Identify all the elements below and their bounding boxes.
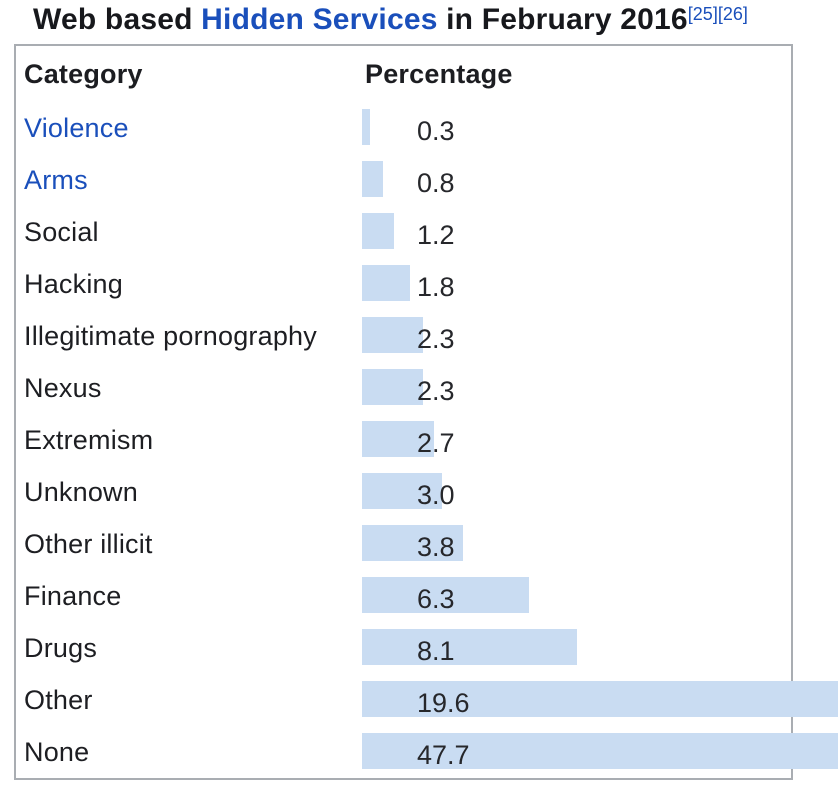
category-label: Nexus	[24, 373, 102, 403]
percentage-bar	[362, 369, 423, 405]
table-row: Hacking 1.8	[16, 258, 791, 310]
table-row: Other illicit 3.8	[16, 518, 791, 570]
category-label: Other illicit	[24, 529, 153, 559]
category-label: Social	[24, 217, 99, 247]
percentage-value: 0.3	[417, 116, 455, 146]
percentage-cell: 2.3	[362, 362, 791, 414]
table-row: Drugs 8.1	[16, 622, 791, 674]
table-row: Illegitimate pornography 2.3	[16, 310, 791, 362]
table-row: Nexus 2.3	[16, 362, 791, 414]
category-column-header: Category	[24, 59, 143, 89]
category-label: Finance	[24, 581, 122, 611]
percentage-cell: 2.7	[362, 414, 791, 466]
category-label: Extremism	[24, 425, 154, 455]
table-body: Violence 0.3 Arms 0.8 Social 1.2 Hacking…	[16, 102, 838, 778]
table-header-row: Category Percentage	[16, 46, 791, 102]
category-label: Unknown	[24, 477, 138, 507]
percentage-value: 1.8	[417, 272, 455, 302]
percentage-bar	[362, 265, 410, 301]
table-row: Social 1.2	[16, 206, 791, 258]
category-label: Drugs	[24, 633, 98, 663]
percentage-value: 1.2	[417, 220, 455, 250]
percentage-cell: 6.3	[362, 570, 791, 622]
citation-25-link[interactable]: [25]	[687, 4, 718, 24]
percentage-bar	[362, 629, 577, 665]
citation-26-link[interactable]: [26]	[717, 4, 748, 24]
percentage-cell: 1.8	[362, 258, 791, 310]
percentage-cell: 2.3	[362, 310, 791, 362]
category-label: Illegitimate pornography	[24, 321, 317, 351]
percentage-value: 2.7	[417, 428, 455, 458]
hidden-services-table: Category Percentage Violence 0.3 Arms 0.…	[14, 44, 838, 780]
percentage-cell: 3.8	[362, 518, 791, 570]
category-link[interactable]: Arms	[24, 165, 88, 195]
percentage-bar	[362, 421, 434, 457]
table-row: Arms 0.8	[16, 154, 791, 206]
percentage-bar	[362, 161, 384, 197]
table-row: Unknown 3.0	[16, 466, 791, 518]
percentage-bar	[362, 473, 442, 509]
percentage-bar	[362, 109, 370, 145]
category-label: None	[24, 737, 90, 767]
table-row: None 47.7	[16, 726, 838, 778]
percentage-cell: 3.0	[362, 466, 791, 518]
table-row: Other 19.6	[16, 674, 838, 726]
percentage-value: 3.0	[417, 480, 455, 510]
category-link[interactable]: Violence	[24, 113, 129, 143]
percentage-cell: 47.7	[362, 726, 838, 778]
percentage-value: 2.3	[417, 376, 455, 406]
title-prefix: Web based	[33, 3, 202, 36]
percentage-cell: 19.6	[362, 674, 838, 726]
percentage-value: 6.3	[417, 584, 455, 614]
category-label: Other	[24, 685, 93, 715]
percentage-cell: 1.2	[362, 206, 791, 258]
title-suffix: in February 2016	[437, 3, 688, 36]
percentage-bar	[362, 577, 529, 613]
percentage-bar	[362, 317, 423, 353]
page-title: Web based Hidden Services in February 20…	[33, 1, 748, 39]
percentage-bar	[362, 525, 463, 561]
percentage-value: 8.1	[417, 636, 455, 666]
table-row: Finance 6.3	[16, 570, 791, 622]
percentage-bar	[362, 681, 838, 717]
percentage-value: 2.3	[417, 324, 455, 354]
percentage-value: 47.7	[417, 740, 470, 770]
percentage-bar	[362, 213, 394, 249]
table-row: Violence 0.3	[16, 102, 791, 154]
percentage-value: 0.8	[417, 168, 455, 198]
percentage-value: 19.6	[417, 688, 470, 718]
percentage-cell: 0.3	[362, 102, 791, 154]
table-row: Extremism 2.7	[16, 414, 791, 466]
hidden-services-link[interactable]: Hidden Services	[201, 3, 438, 36]
percentage-column-header: Percentage	[365, 59, 513, 89]
percentage-bar	[362, 733, 838, 769]
category-label: Hacking	[24, 269, 123, 299]
percentage-value: 3.8	[417, 532, 455, 562]
percentage-cell: 8.1	[362, 622, 791, 674]
percentage-cell: 0.8	[362, 154, 791, 206]
